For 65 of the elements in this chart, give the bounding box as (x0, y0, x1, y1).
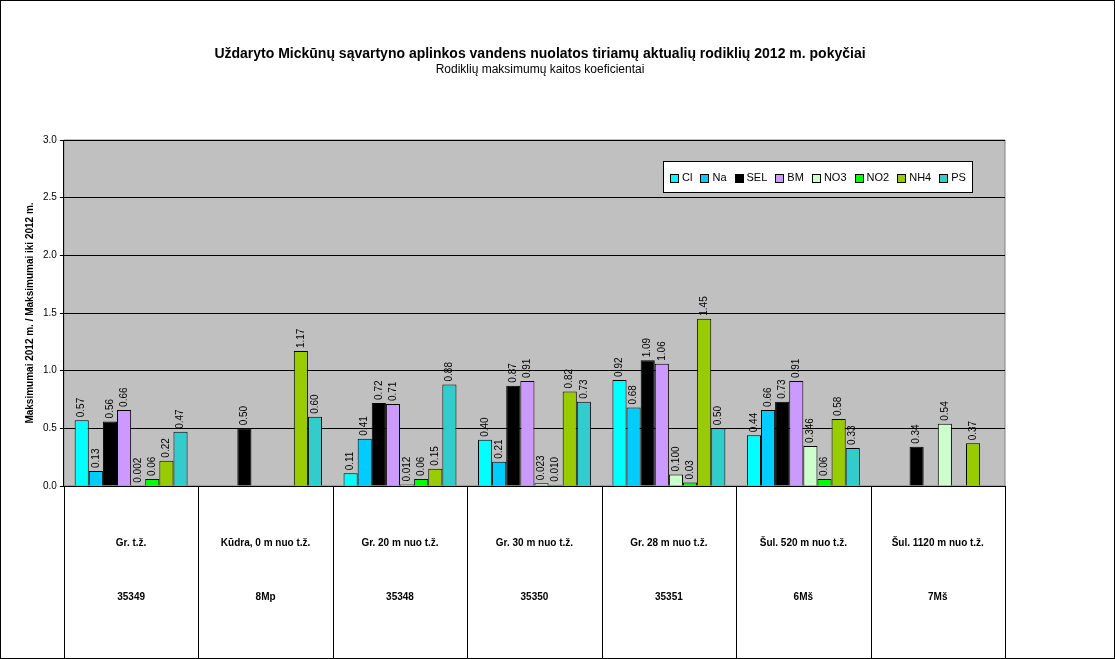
data-label: 0.91 (521, 358, 533, 379)
legend-label: PS (950, 171, 966, 183)
category-label: Gr. 20 m nuo t.ž. 35348 (361, 537, 439, 603)
data-label: 0.56 (103, 398, 115, 419)
y-axis-title: Maksimumai 2012 m. / Maksimumai iki 2012 m. (23, 202, 35, 424)
data-label: 0.06 (146, 456, 158, 477)
category-label: Kūdra, 0 m nuo t.ž. 8Mp (220, 537, 311, 603)
data-label: 0.72 (372, 380, 384, 400)
data-label: 0.06 (414, 456, 426, 477)
data-label: 0.58 (832, 396, 844, 417)
legend-label: NO3 (822, 171, 847, 183)
data-label: 0.010 (549, 456, 561, 482)
data-label: 0.60 (308, 393, 320, 414)
data-label: 1.45 (697, 295, 709, 316)
data-label: 0.44 (747, 412, 759, 433)
data-label: 0.50 (238, 405, 250, 426)
chart-title: Uždaryto Mickūnų sąvartyno aplinkos vandens nuolatos tiriamų aktualių rodiklių 2012 m. pokyčiai (213, 45, 867, 61)
data-label: 0.73 (577, 378, 589, 399)
data-label: 0.91 (790, 358, 802, 379)
data-label: 0.13 (89, 448, 101, 469)
data-label: 0.03 (683, 459, 695, 480)
data-label: 0.06 (818, 456, 830, 477)
y-tick-label: 0.5 (43, 422, 58, 434)
data-label: 0.71 (386, 381, 398, 402)
data-label: 1.17 (294, 328, 306, 349)
data-label: 0.68 (627, 384, 639, 405)
legend-label: Cl (681, 171, 693, 183)
data-label: 0.40 (478, 416, 490, 437)
data-label: 0.21 (492, 438, 504, 459)
data-label: 0.023 (535, 454, 547, 481)
y-tick-label: 2.0 (43, 249, 58, 261)
y-tick-label: 3.0 (43, 133, 58, 145)
data-label: 0.11 (344, 451, 356, 471)
category-label: Gr. 30 m nuo t.ž. 35350 (495, 537, 574, 603)
category-label: Šul. 1120 m nuo t.ž. 7Mš (891, 537, 984, 603)
y-tick-label: 1.0 (43, 364, 58, 376)
legend-label: SEL (745, 171, 768, 183)
data-label: 1.06 (655, 340, 667, 361)
category-label: Šul. 520 m nuo t.ž. 6Mš (759, 537, 847, 603)
data-label: 0.15 (429, 445, 441, 466)
category-label: Gr. t.ž. 35349 (115, 537, 147, 603)
data-label: 0.57 (75, 397, 87, 418)
data-label: 0.73 (775, 378, 787, 399)
data-label: 0.012 (400, 456, 412, 482)
legend-label: Na (711, 171, 727, 183)
data-label: 0.54 (938, 400, 950, 421)
data-label: 0.47 (174, 408, 186, 429)
legend-label: BM (786, 171, 804, 183)
data-label: 0.92 (613, 356, 625, 377)
data-label: 0.100 (669, 446, 681, 472)
legend-label: NH4 (908, 171, 932, 183)
data-label: 0.41 (358, 415, 370, 436)
chart-subtitle: Rodiklių maksimumų kaitos koeficientai (434, 62, 646, 76)
data-label: 0.66 (117, 386, 129, 407)
category-label: Gr. 28 m nuo t.ž. 35351 (630, 537, 708, 603)
y-tick-label: 2.5 (43, 191, 58, 203)
data-label: 0.002 (131, 457, 143, 483)
data-label: 0.66 (761, 386, 773, 407)
y-tick-label: 1.5 (43, 306, 58, 318)
data-label: 1.09 (641, 337, 653, 358)
y-tick-label: 0.0 (43, 479, 58, 491)
data-label: 0.50 (712, 405, 724, 426)
data-label: 0.346 (804, 417, 816, 444)
legend-label: NO2 (865, 171, 890, 183)
data-label: 0.22 (160, 437, 172, 458)
